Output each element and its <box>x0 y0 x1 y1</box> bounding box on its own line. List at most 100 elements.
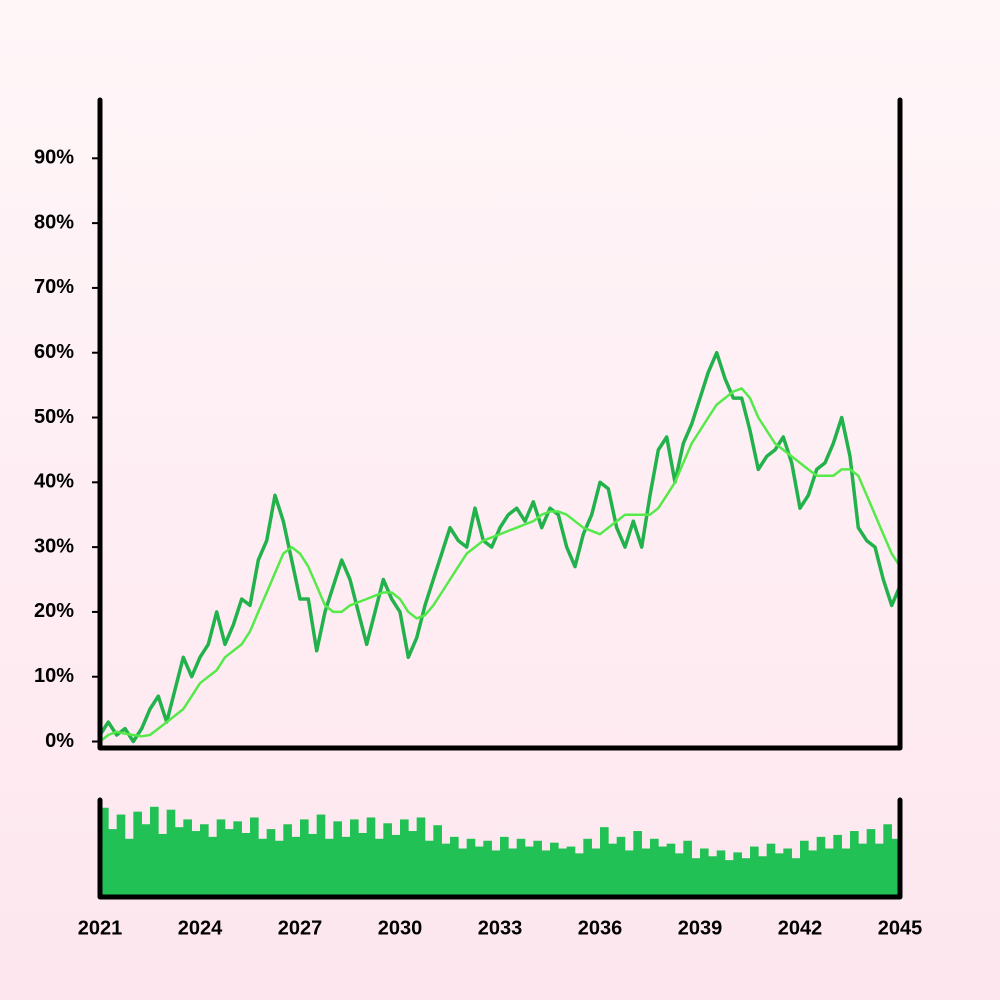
volume-bar <box>675 853 684 897</box>
volume-bar <box>750 846 759 897</box>
volume-bar <box>666 843 676 897</box>
volume-bar <box>216 819 226 897</box>
volume-bar <box>816 836 826 897</box>
volume-bar <box>733 852 742 897</box>
volume-bar <box>141 824 151 897</box>
volume-bar <box>875 843 884 897</box>
volume-bar <box>716 850 726 897</box>
volume-bar <box>341 836 351 897</box>
y-tick-label: 30% <box>34 535 74 557</box>
volume-bar <box>741 858 751 897</box>
x-tick-label: 2036 <box>578 917 623 939</box>
volume-bar <box>308 833 317 897</box>
volume-bar <box>458 848 467 897</box>
y-tick-label: 80% <box>34 211 74 233</box>
y-tick-label: 0% <box>45 730 74 752</box>
x-tick-label: 2030 <box>378 917 423 939</box>
y-tick-label: 20% <box>34 600 74 622</box>
volume-bar <box>766 843 776 897</box>
x-tick-label: 2027 <box>278 917 323 939</box>
volume-bar <box>891 838 901 897</box>
y-tick-label: 40% <box>34 471 74 493</box>
volume-bar <box>175 827 184 897</box>
volume-bar <box>625 850 634 897</box>
volume-bar <box>350 819 359 897</box>
volume-bar <box>450 836 459 897</box>
volume-bar <box>866 829 876 897</box>
volume-bar <box>125 838 134 897</box>
line-series <box>98 350 902 744</box>
x-tick-label: 2021 <box>78 917 123 939</box>
y-tick-label: 60% <box>34 341 74 363</box>
volume-bar <box>283 824 292 897</box>
volume-bar <box>775 853 784 897</box>
x-tick-label: 2024 <box>178 917 223 939</box>
volume-bar <box>366 817 376 897</box>
volume-bar <box>808 850 817 897</box>
y-tick-label: 70% <box>34 276 74 298</box>
volume-bar <box>191 831 201 897</box>
volume-bar <box>608 843 617 897</box>
volume-bar <box>508 848 517 897</box>
volume-bar <box>691 858 701 897</box>
volume-bar <box>150 806 159 897</box>
volume-bar <box>516 838 526 897</box>
volume-bar <box>633 831 642 897</box>
volume-bar <box>758 856 767 897</box>
volume-bar <box>500 836 509 897</box>
volume-bar <box>258 838 267 897</box>
volume-bar <box>616 836 626 897</box>
axis-frame <box>97 797 903 900</box>
volume-bar <box>708 856 717 897</box>
volume-bar <box>850 831 859 897</box>
x-tick-label: 2042 <box>778 917 823 939</box>
volume-bar <box>883 824 892 897</box>
volume-bar <box>183 819 192 897</box>
volume-bar <box>841 848 851 897</box>
x-tick-label: 2045 <box>878 917 923 939</box>
volume-bar <box>233 821 242 897</box>
volume-bar <box>550 842 559 897</box>
volume-bar <box>250 817 259 897</box>
volume-bar <box>650 838 659 897</box>
line-series <box>99 387 902 743</box>
axis-frame <box>97 97 903 751</box>
volume-bar <box>583 838 592 897</box>
volume-bar <box>416 817 426 897</box>
volume-bar <box>575 853 584 897</box>
x-tick-label: 2039 <box>678 917 723 939</box>
volume-bar <box>133 811 142 897</box>
volume-bar <box>525 846 534 897</box>
volume-bar <box>591 848 601 897</box>
volume-bar <box>658 846 667 897</box>
y-tick-label: 90% <box>34 147 74 169</box>
volume-bar <box>475 846 484 897</box>
volume-bar <box>316 814 326 897</box>
volume-bar <box>291 836 301 897</box>
volume-bar <box>108 829 117 897</box>
volume-bar <box>600 827 609 897</box>
volume-bar <box>683 840 692 897</box>
volume-bar <box>700 848 709 897</box>
x-tick-label: 2033 <box>478 917 523 939</box>
volume-bar <box>275 840 284 897</box>
volume-bar <box>333 821 342 897</box>
volume-bar <box>833 834 842 897</box>
volume-bar <box>791 858 801 897</box>
volume-bar <box>800 840 809 897</box>
volume-bar <box>641 848 651 897</box>
volume-bar <box>225 829 234 897</box>
volume-bar <box>375 838 384 897</box>
volume-bar <box>783 848 792 897</box>
volume-bar <box>266 829 276 897</box>
y-tick-label: 10% <box>34 665 74 687</box>
volume-bar <box>725 860 734 897</box>
volume-bar <box>483 840 492 897</box>
volume-bar <box>325 838 334 897</box>
volume-bar <box>441 843 451 897</box>
volume-bar <box>300 819 309 897</box>
volume-bar <box>116 814 126 897</box>
volume-bar <box>200 824 209 897</box>
volume-bar <box>858 843 867 897</box>
